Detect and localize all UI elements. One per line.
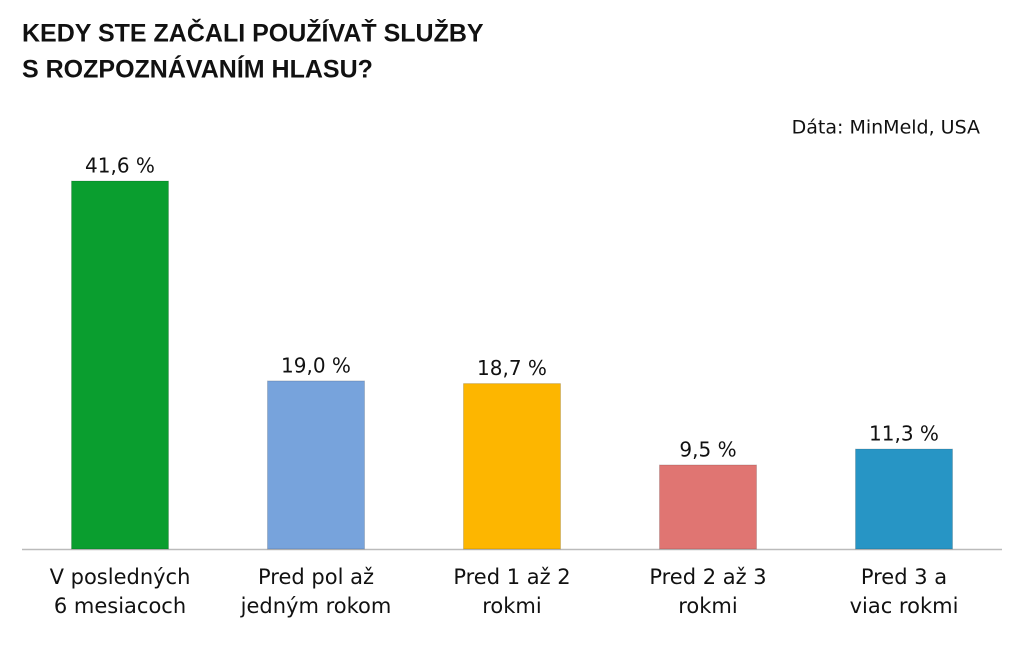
x-tick-label: Pred 3 a xyxy=(861,565,947,589)
x-tick-label: Pred 2 až 3 xyxy=(649,565,766,589)
x-tick-label: Pred pol až xyxy=(258,565,374,589)
chart-title: KEDY STE ZAČALI POUŽÍVAŤ SLUŽBY xyxy=(22,18,484,48)
x-tick-label: V posledných xyxy=(50,565,191,589)
x-tick-label: Pred 1 až 2 xyxy=(453,565,570,589)
value-label: 18,7 % xyxy=(477,356,547,380)
bar xyxy=(855,448,953,550)
value-label: 9,5 % xyxy=(679,437,736,461)
x-tick-label: rokmi xyxy=(678,594,737,618)
x-tick-label: viac rokmi xyxy=(850,594,959,618)
bar xyxy=(659,464,757,550)
value-label: 41,6 % xyxy=(85,154,155,178)
value-label: 19,0 % xyxy=(281,353,351,377)
bar xyxy=(71,180,169,550)
x-tick-label: jedným rokom xyxy=(240,594,392,618)
x-tick-label: 6 mesiacoch xyxy=(54,594,186,618)
chart-title: S ROZPOZNÁVANÍM HLASU? xyxy=(22,55,373,84)
x-tick-label: rokmi xyxy=(482,594,541,618)
bar xyxy=(463,383,561,550)
bar xyxy=(267,380,365,550)
source: Dáta: MinMeld, USA xyxy=(792,117,980,139)
value-label: 11,3 % xyxy=(869,422,939,446)
